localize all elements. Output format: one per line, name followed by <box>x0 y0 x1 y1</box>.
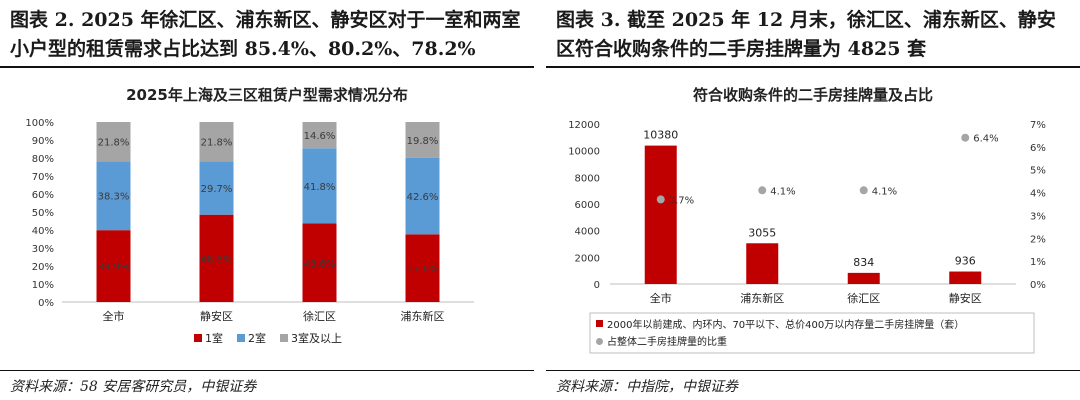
y-left-tick-label: 2000 <box>575 253 600 264</box>
y-left-tick-label: 8000 <box>575 173 600 184</box>
right-figure: 图表 3. 截至 2025 年 12 月末，徐汇区、浦东新区、静安区符合收购条件… <box>546 0 1080 400</box>
x-tick-label: 浦东新区 <box>740 291 784 305</box>
x-tick-label: 静安区 <box>949 291 982 305</box>
listing-bar <box>847 272 880 284</box>
share-value-label: 3.7% <box>669 195 694 206</box>
right-title-rule <box>546 66 1080 68</box>
share-point <box>961 133 970 142</box>
y-left-tick-label: 10000 <box>568 147 600 158</box>
listings-combo-chart: 符合收购条件的二手房挂牌量及占比 0 2000 4000 6000 8000 10000 12… <box>568 86 1046 354</box>
data-label: 41.8% <box>304 182 336 193</box>
legend-box <box>589 312 1035 354</box>
legend-marker <box>596 338 603 345</box>
share-value-label: 6.4% <box>973 134 998 145</box>
share-point <box>859 186 868 195</box>
stacked-bar-segment <box>96 161 131 231</box>
share-point <box>758 186 767 195</box>
x-tick-label: 浦东新区 <box>401 309 445 323</box>
listing-bar <box>746 243 779 284</box>
data-label: 37.6% <box>407 264 439 275</box>
left-bottom-rule <box>0 370 534 371</box>
stacked-bar-segment <box>96 230 131 302</box>
y-tick-label: 0% <box>38 298 54 309</box>
legend-label: 1室 <box>205 331 223 345</box>
legend-swatch <box>237 334 245 342</box>
legend-label: 2000年以前建成、内环内、70平以下、总价400万以内存量二手房挂牌量（套） <box>607 318 964 331</box>
rental-demand-stacked-chart: 2025年上海及三区租赁户型需求情况分布 0% 10% 20% 30% 40% 50% 60%… <box>25 86 474 345</box>
legend-swatch <box>194 334 202 342</box>
legend-label: 2室 <box>248 331 266 345</box>
data-label: 38.3% <box>98 192 130 203</box>
y-right-tick-label: 2% <box>1030 234 1046 245</box>
bar-value-label: 834 <box>853 256 874 269</box>
stacked-bar-segment <box>302 223 337 302</box>
x-tick-label: 全市 <box>103 309 125 323</box>
left-source-note: 资料来源：58 安居客研究员，中银证券 <box>10 379 257 395</box>
data-label: 29.7% <box>201 184 233 195</box>
stacked-bar-segment <box>199 214 234 302</box>
legend-label: 3室及以上 <box>291 331 342 345</box>
y-right-tick-label: 0% <box>1030 280 1046 291</box>
stacked-bar-segment <box>405 157 440 235</box>
right-bottom-rule <box>546 370 1080 371</box>
legend-swatch <box>596 320 603 327</box>
y-tick-label: 60% <box>32 190 54 201</box>
data-label: 43.6% <box>304 259 336 270</box>
y-tick-label: 90% <box>32 136 54 147</box>
y-tick-label: 70% <box>32 172 54 183</box>
x-tick-label: 静安区 <box>200 309 233 323</box>
y-tick-label: 100% <box>25 118 54 129</box>
bar-value-label: 10380 <box>643 129 678 142</box>
y-tick-label: 20% <box>32 262 54 273</box>
left-figure: 图表 2. 2025 年徐汇区、浦东新区、静安区对于一室和两室小户型的租赁需求占… <box>0 0 534 400</box>
data-label: 42.6% <box>407 192 439 203</box>
y-tick-label: 80% <box>32 154 54 165</box>
chart-title: 2025年上海及三区租赁户型需求情况分布 <box>126 86 408 104</box>
stacked-bar-segment <box>302 148 337 224</box>
y-right-tick-label: 7% <box>1030 120 1046 131</box>
x-tick-label: 全市 <box>650 291 672 305</box>
legend-label: 占整体二手房挂牌量的比重 <box>607 335 727 348</box>
chart-title: 符合收购条件的二手房挂牌量及占比 <box>693 86 933 104</box>
share-value-label: 4.1% <box>770 186 795 197</box>
stacked-bar-segment <box>199 161 234 215</box>
y-right-tick-label: 6% <box>1030 143 1046 154</box>
left-figure-title: 图表 2. 2025 年徐汇区、浦东新区、静安区对于一室和两室小户型的租赁需求占… <box>10 9 521 60</box>
data-label: 21.8% <box>98 138 130 149</box>
x-tick-label: 徐汇区 <box>303 309 336 323</box>
bar-value-label: 936 <box>955 255 976 268</box>
share-point <box>656 195 665 204</box>
data-label: 14.6% <box>304 131 336 142</box>
y-tick-label: 10% <box>32 280 54 291</box>
data-label: 39.9% <box>98 262 130 273</box>
y-left-tick-label: 0 <box>594 280 600 291</box>
data-label: 48.5% <box>201 254 233 265</box>
y-left-tick-label: 12000 <box>568 120 600 131</box>
right-source-note: 资料来源：中指院，中银证券 <box>556 379 738 395</box>
stacked-bar-segment <box>96 122 131 162</box>
y-tick-label: 30% <box>32 244 54 255</box>
stacked-bar-segment <box>405 122 440 158</box>
y-left-tick-label: 4000 <box>575 227 600 238</box>
share-value-label: 4.1% <box>872 186 897 197</box>
x-tick-label: 徐汇区 <box>847 291 880 305</box>
listing-bar <box>949 271 982 284</box>
y-tick-label: 40% <box>32 226 54 237</box>
legend-swatch <box>280 334 288 342</box>
y-tick-label: 50% <box>32 208 54 219</box>
y-left-tick-label: 6000 <box>575 200 600 211</box>
right-figure-title: 图表 3. 截至 2025 年 12 月末，徐汇区、浦东新区、静安区符合收购条件… <box>556 9 1056 60</box>
y-right-tick-label: 1% <box>1030 257 1046 268</box>
y-right-tick-label: 5% <box>1030 166 1046 177</box>
y-right-tick-label: 4% <box>1030 189 1046 200</box>
data-label: 21.8% <box>201 138 233 149</box>
listing-bar <box>644 145 677 284</box>
left-title-rule <box>0 66 534 68</box>
y-right-tick-label: 3% <box>1030 211 1046 222</box>
data-label: 19.8% <box>407 136 439 147</box>
stacked-bar-segment <box>405 234 440 302</box>
stacked-bar-segment <box>302 122 337 149</box>
stacked-bar-segment <box>199 122 234 162</box>
bar-value-label: 3055 <box>748 226 776 239</box>
